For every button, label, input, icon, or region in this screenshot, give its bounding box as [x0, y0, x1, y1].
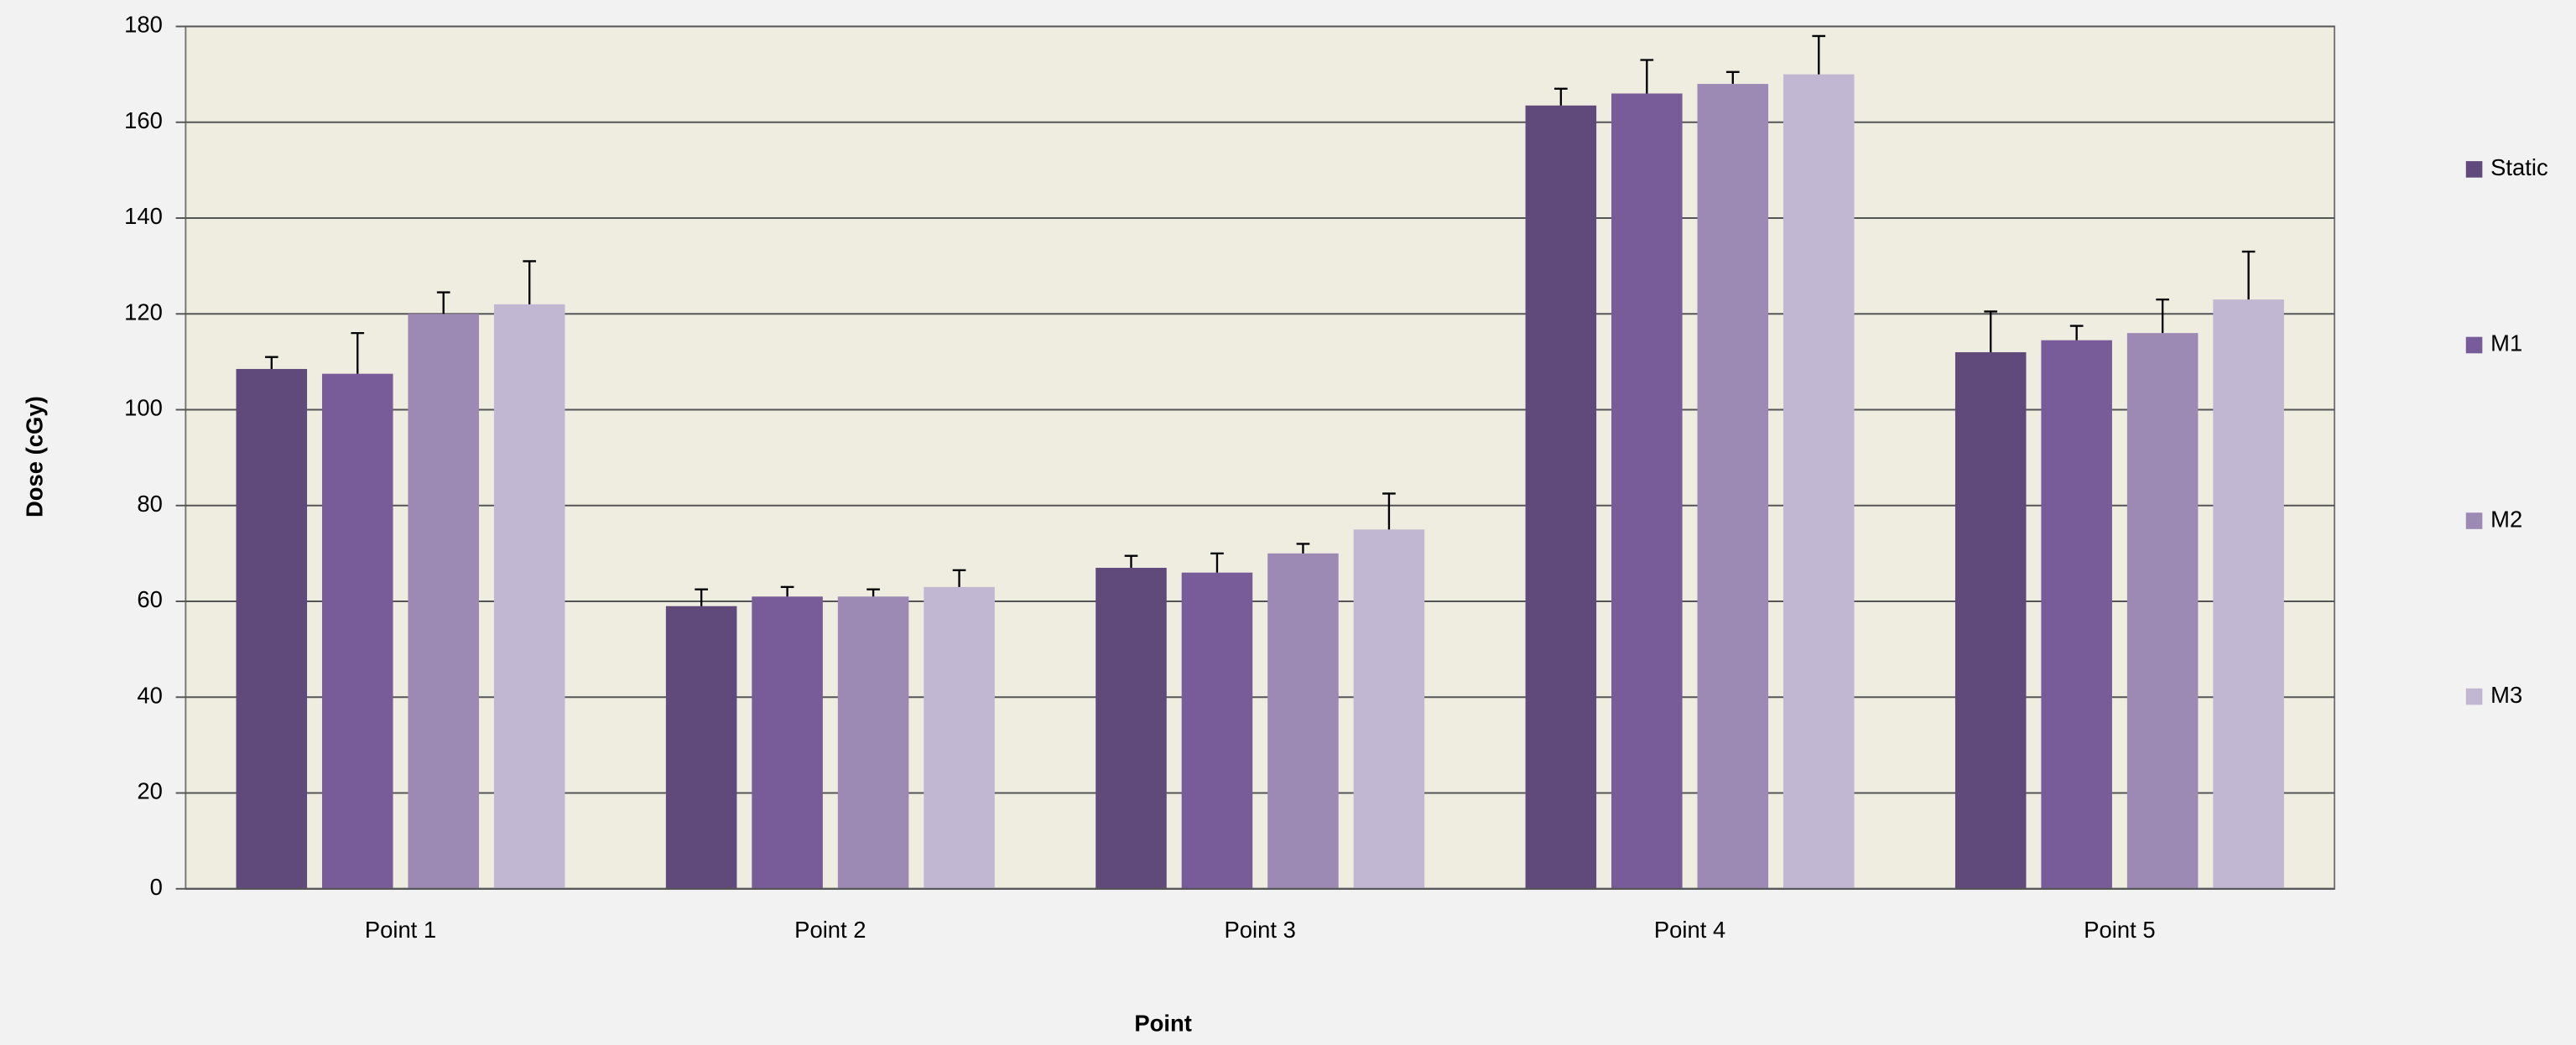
- y-tick-label: 80: [137, 491, 162, 517]
- y-tick-label: 20: [137, 778, 162, 804]
- x-tick-label: Point 1: [365, 917, 436, 943]
- y-tick-label: 40: [137, 682, 162, 708]
- bar: [2126, 333, 2199, 889]
- bar: [1611, 93, 1683, 889]
- bar: [1782, 74, 1855, 889]
- bar: [1267, 553, 1339, 889]
- x-tick-label: Point 3: [1225, 917, 1296, 943]
- x-axis-label: Point: [1134, 1011, 1192, 1037]
- bar: [1697, 84, 1769, 889]
- legend-swatch: [2465, 512, 2483, 529]
- legend-swatch: [2465, 161, 2483, 178]
- bar: [321, 373, 393, 889]
- y-tick-label: 140: [124, 203, 163, 229]
- bar: [924, 586, 995, 889]
- bar: [1095, 568, 1167, 889]
- bar: [752, 596, 823, 889]
- bar: [2213, 299, 2284, 889]
- bar: [1954, 351, 2027, 889]
- bar: [665, 606, 737, 889]
- bar: [1181, 572, 1253, 889]
- legend-label: M3: [2490, 682, 2522, 708]
- legend-swatch: [2465, 336, 2483, 354]
- legend-swatch: [2465, 688, 2483, 705]
- x-tick-label: Point 5: [2084, 917, 2155, 943]
- y-axis-label: Dose (cGy): [21, 396, 47, 517]
- bar: [1353, 529, 1425, 889]
- x-tick-label: Point 2: [794, 917, 866, 943]
- y-tick-label: 100: [124, 395, 163, 421]
- y-tick-label: 0: [150, 874, 163, 900]
- legend-label: Static: [2490, 154, 2548, 180]
- y-tick-label: 60: [137, 586, 162, 612]
- y-tick-label: 120: [124, 299, 163, 325]
- bar: [236, 368, 308, 889]
- bar: [2041, 340, 2112, 889]
- bar: [493, 304, 565, 889]
- legend-label: M2: [2490, 506, 2522, 532]
- x-tick-label: Point 4: [1654, 917, 1725, 943]
- bar: [837, 596, 909, 889]
- legend-label: M1: [2490, 330, 2522, 356]
- y-tick-label: 180: [124, 12, 163, 38]
- bar: [408, 314, 479, 889]
- y-tick-label: 160: [124, 107, 163, 133]
- bar: [1525, 105, 1597, 889]
